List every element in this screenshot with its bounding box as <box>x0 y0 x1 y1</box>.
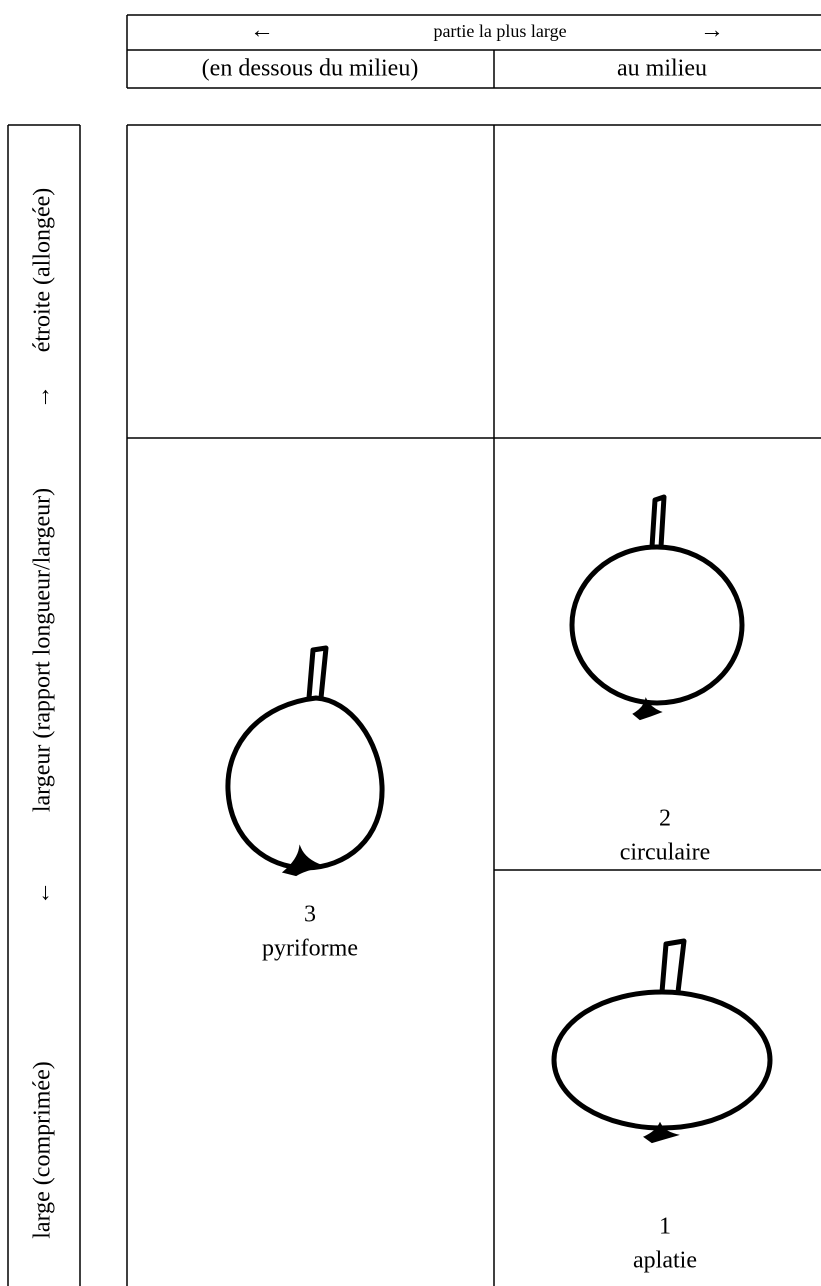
fruit-flattened: 1 aplatie <box>551 938 773 1274</box>
fruit-stem <box>659 938 687 993</box>
arrow-up: → <box>30 385 56 409</box>
fruit-base <box>281 844 326 877</box>
side-label: largeur (rapport longueur/largeur) <box>30 488 56 812</box>
fruit-circular: 2 circulaire <box>569 494 745 866</box>
side-label: étroite (allongée) <box>30 188 56 353</box>
header-title: partie la plus large <box>433 21 566 41</box>
side-box: étroite (allongée) → largeur (rapport lo… <box>7 124 81 1286</box>
header-table: ← partie la plus large → (en dessous du … <box>126 14 821 89</box>
cell-name: aplatie <box>633 1248 697 1274</box>
main-grid <box>126 124 821 1286</box>
fruit-base <box>643 1121 680 1144</box>
cell-number: 2 <box>659 806 671 832</box>
column-header: au milieu <box>617 56 707 82</box>
fruit-outline <box>569 544 745 706</box>
arrow-left: ← <box>250 18 274 44</box>
side-label: large (comprimée) <box>30 1061 56 1238</box>
cell-number: 3 <box>304 902 316 928</box>
fruit-outline <box>225 695 385 871</box>
fruit-stem <box>649 494 667 548</box>
fruit-base <box>632 697 663 721</box>
cell-name: circulaire <box>620 840 711 866</box>
arrow-right: → <box>700 18 724 44</box>
fruit-stem <box>306 645 329 699</box>
cell-name: pyriforme <box>262 936 358 962</box>
cell-number: 1 <box>659 1214 671 1240</box>
arrow-down: ← <box>30 881 56 905</box>
fruit-pyriform: 3 pyriforme <box>225 645 385 962</box>
fruit-outline <box>551 989 773 1131</box>
column-header: (en dessous du milieu) <box>202 56 419 82</box>
